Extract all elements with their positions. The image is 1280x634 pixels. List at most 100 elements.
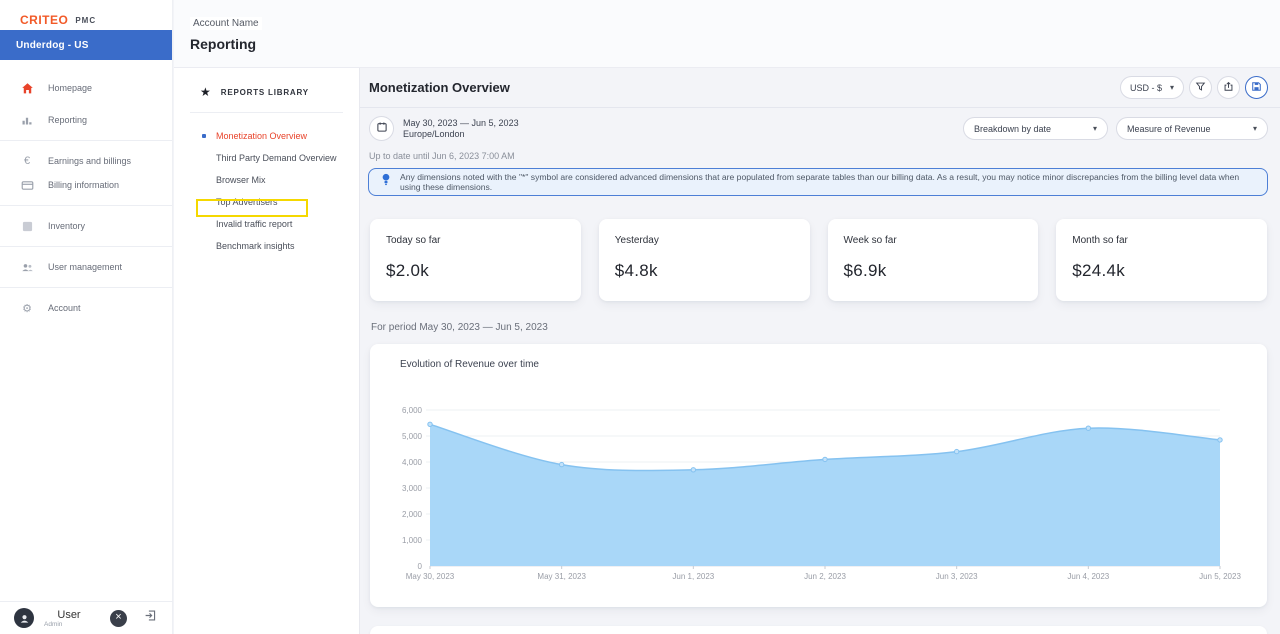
- inventory-icon: [20, 219, 34, 233]
- currency-value: USD - $: [1130, 82, 1163, 93]
- reports-library-header: ★ REPORTS LIBRARY: [174, 68, 359, 98]
- stat-card-month: Month so far $24.4k: [1056, 219, 1267, 301]
- svg-text:May 30, 2023: May 30, 2023: [406, 572, 455, 581]
- users-icon: [20, 260, 34, 274]
- titlebar-actions: USD - $ ▾: [1120, 76, 1268, 99]
- revenue-area-chart[interactable]: 0 1,000 2,000 3,000 4,000 5,000 6,000 May 30, 2…: [370, 344, 1267, 607]
- sidebar-item-label: Inventory: [48, 221, 86, 231]
- report-controls: May 30, 2023 — Jun 5, 2023 Europe/London…: [360, 108, 1280, 141]
- stat-card-week: Week so far $6.9k: [827, 219, 1039, 301]
- sidebar: CRITEO PMC Underdog - US Homepage Report…: [0, 0, 173, 634]
- sidebar-item-label: Account: [48, 303, 81, 313]
- sidebar-nav: Homepage Reporting € Earnings and billin…: [0, 60, 172, 318]
- report-titlebar: Monetization Overview USD - $ ▾: [360, 68, 1280, 108]
- date-picker-button[interactable]: [369, 116, 394, 141]
- user-avatar[interactable]: [14, 608, 34, 628]
- stat-value: $4.8k: [614, 261, 658, 280]
- sidebar-item-account[interactable]: ⚙ Account: [0, 298, 172, 318]
- sidebar-item-homepage[interactable]: Homepage: [0, 78, 172, 98]
- user-name: User: [40, 608, 98, 621]
- chart-title: Evolution of Revenue over time: [400, 359, 539, 370]
- svg-text:3,000: 3,000: [402, 484, 423, 493]
- account-name-label: Account Name: [190, 17, 262, 30]
- svg-text:Jun 2, 2023: Jun 2, 2023: [804, 572, 846, 581]
- report-item-third-party-demand[interactable]: Third Party Demand Overview: [216, 153, 337, 163]
- account-selector-label: Underdog - US: [16, 39, 89, 51]
- main-content: Monetization Overview USD - $ ▾: [360, 68, 1280, 634]
- close-session-button[interactable]: ×: [110, 609, 127, 627]
- brand-logo[interactable]: CRITEO PMC: [0, 0, 172, 30]
- top-header: Account Name Reporting: [174, 0, 1280, 68]
- stat-value: $6.9k: [843, 261, 887, 280]
- svg-text:Jun 1, 2023: Jun 1, 2023: [672, 572, 714, 581]
- star-icon: ★: [200, 85, 211, 99]
- lightbulb-icon: [381, 173, 391, 191]
- sidebar-item-earnings[interactable]: € Earnings and billings: [0, 151, 172, 171]
- revenue-chart-card: Evolution of Revenue over time 0 1,000 2,0…: [370, 344, 1267, 607]
- credit-card-icon: [20, 178, 34, 192]
- logout-button[interactable]: [144, 609, 157, 627]
- measure-select[interactable]: Measure of Revenue ▾: [1116, 117, 1268, 140]
- divider: [190, 112, 343, 113]
- svg-text:0: 0: [418, 562, 423, 571]
- divider: [0, 205, 172, 206]
- report-item-monetization-overview[interactable]: Monetization Overview: [174, 125, 359, 147]
- timezone-value: Europe/London: [403, 128, 465, 139]
- user-role: Admin: [44, 620, 63, 628]
- report-title: Monetization Overview: [369, 80, 510, 95]
- sidebar-item-inventory[interactable]: Inventory: [0, 216, 172, 236]
- next-section-card: [370, 626, 1267, 634]
- info-banner-text: Any dimensions noted with the "*" symbol…: [400, 172, 1240, 192]
- user-info: User Admin: [40, 608, 98, 628]
- home-icon: [20, 81, 34, 95]
- sidebar-item-reporting[interactable]: Reporting: [0, 110, 172, 130]
- date-range-display: May 30, 2023 — Jun 5, 2023 Europe/London: [403, 118, 519, 140]
- divider: [0, 287, 172, 288]
- breakdown-select[interactable]: Breakdown by date ▾: [963, 117, 1108, 140]
- stat-card-yesterday: Yesterday $4.8k: [598, 219, 810, 301]
- stat-label: Today so far: [386, 235, 441, 246]
- svg-text:1,000: 1,000: [402, 536, 423, 545]
- up-to-date-label: Up to date until Jun 6, 2023 7:00 AM: [369, 151, 515, 161]
- chevron-down-icon: ▾: [1169, 83, 1174, 92]
- sidebar-item-label: Homepage: [48, 83, 93, 93]
- filter-button[interactable]: [1189, 76, 1212, 99]
- save-button[interactable]: [1245, 76, 1268, 99]
- report-item-top-advertisers[interactable]: Top Advertisers: [216, 197, 278, 207]
- chevron-down-icon: ▾: [1252, 124, 1257, 133]
- reports-list: Monetization Overview Third Party Demand…: [174, 125, 359, 257]
- svg-text:May 31, 2023: May 31, 2023: [537, 572, 586, 581]
- report-item-invalid-traffic[interactable]: Invalid traffic report: [216, 219, 293, 229]
- stat-card-today: Today so far $2.0k: [370, 219, 581, 301]
- sidebar-item-label: User management: [48, 262, 123, 272]
- stat-value: $2.0k: [386, 261, 430, 280]
- divider: [0, 140, 172, 141]
- report-item-benchmark-insights[interactable]: Benchmark insights: [216, 241, 295, 251]
- svg-text:Jun 3, 2023: Jun 3, 2023: [936, 572, 978, 581]
- sidebar-item-label: Billing information: [48, 180, 120, 190]
- account-selector-bar[interactable]: Underdog - US: [0, 30, 172, 60]
- stat-value: $24.4k: [1072, 261, 1126, 280]
- svg-text:6,000: 6,000: [402, 406, 423, 415]
- breakdown-select-value: Breakdown by date: [974, 123, 1052, 134]
- export-button[interactable]: [1217, 76, 1240, 99]
- page-title: Reporting: [190, 36, 257, 52]
- report-item-browser-mix[interactable]: Browser Mix: [216, 175, 266, 185]
- stat-label: Yesterday: [614, 235, 659, 246]
- svg-text:2,000: 2,000: [402, 510, 423, 519]
- stat-cards: Today so far $2.0k Yesterday $4.8k Week …: [370, 219, 1267, 301]
- gear-icon: ⚙: [22, 301, 32, 315]
- pmc-label: PMC: [75, 15, 97, 25]
- divider: [0, 246, 172, 247]
- sidebar-item-billing[interactable]: Billing information: [0, 175, 172, 195]
- filter-icon: [1195, 79, 1206, 97]
- currency-select[interactable]: USD - $ ▾: [1120, 76, 1184, 99]
- date-range-value: May 30, 2023 — Jun 5, 2023: [403, 117, 519, 128]
- period-label: For period May 30, 2023 — Jun 5, 2023: [371, 322, 548, 333]
- info-banner: Any dimensions noted with the "*" symbol…: [368, 168, 1268, 196]
- save-icon: [1251, 79, 1262, 97]
- calendar-icon: [376, 120, 388, 138]
- reports-library-panel: ★ REPORTS LIBRARY Monetization Overview …: [174, 68, 360, 634]
- sidebar-item-user-management[interactable]: User management: [0, 257, 172, 277]
